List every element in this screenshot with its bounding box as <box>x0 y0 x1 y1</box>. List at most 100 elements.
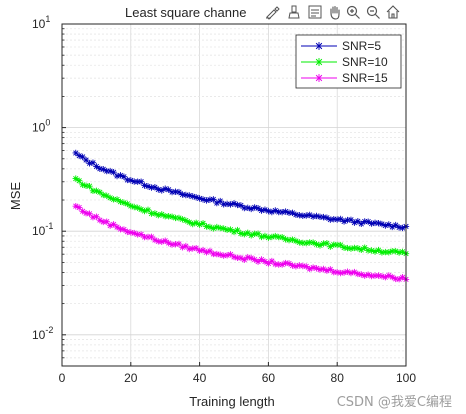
x-tick-label: 100 <box>396 371 416 385</box>
data-point <box>165 186 172 193</box>
data-point <box>378 249 386 256</box>
data-point <box>106 194 114 202</box>
data-point <box>76 152 83 159</box>
data-point <box>368 220 375 227</box>
annotate-icon[interactable] <box>265 5 280 20</box>
data-point <box>165 239 172 247</box>
data-point <box>179 244 186 251</box>
series-layer <box>72 149 410 283</box>
data-point <box>382 274 389 281</box>
data-point <box>137 231 145 238</box>
data-point <box>382 222 389 229</box>
data-point <box>368 247 375 254</box>
data-point <box>158 238 165 245</box>
data-point <box>189 245 196 252</box>
data-point <box>285 236 293 244</box>
data-point <box>392 275 399 283</box>
data-point <box>351 268 358 276</box>
data-point <box>303 263 310 270</box>
data-point <box>244 229 251 237</box>
data-point <box>96 165 104 172</box>
data-point <box>358 271 365 278</box>
data-point <box>213 199 220 207</box>
data-point <box>313 241 320 248</box>
data-point <box>137 206 145 213</box>
data-point <box>199 220 207 227</box>
data-point <box>272 207 279 214</box>
data-point <box>320 240 327 247</box>
data-point <box>258 207 265 214</box>
data-point <box>261 206 269 213</box>
data-point <box>334 269 341 276</box>
y-axis-label: MSE <box>8 182 23 211</box>
data-point <box>292 263 300 270</box>
data-point <box>272 260 279 268</box>
brush-icon[interactable] <box>287 5 301 19</box>
data-point <box>120 226 128 233</box>
data-point <box>296 239 303 246</box>
data-point <box>96 216 104 224</box>
data-point <box>106 222 114 229</box>
data-point <box>199 196 207 203</box>
data-point <box>241 230 248 238</box>
data-point <box>79 153 86 161</box>
x-tick-label: 60 <box>262 371 276 385</box>
data-point <box>155 238 162 245</box>
data-point <box>220 225 227 232</box>
data-point <box>316 213 324 221</box>
data-point <box>124 228 131 235</box>
zoom-out-icon[interactable] <box>366 5 380 19</box>
datatip-icon[interactable] <box>308 5 322 19</box>
data-point <box>82 182 90 190</box>
data-point <box>189 193 196 200</box>
data-point <box>364 218 372 225</box>
data-point <box>303 212 310 219</box>
data-point <box>182 242 190 250</box>
data-point <box>192 194 200 201</box>
data-point <box>316 266 324 273</box>
data-point <box>186 192 193 199</box>
data-point <box>347 269 355 277</box>
data-point <box>306 239 313 246</box>
data-point <box>213 223 220 231</box>
data-point <box>244 204 251 212</box>
data-point <box>392 247 399 255</box>
data-point <box>275 233 282 241</box>
data-point <box>124 200 131 208</box>
data-point <box>361 244 368 251</box>
data-point <box>385 249 392 256</box>
data-point <box>162 185 169 192</box>
data-point <box>220 201 227 208</box>
data-point <box>110 196 117 203</box>
data-point <box>186 245 193 253</box>
data-point <box>282 236 289 243</box>
home-icon[interactable] <box>386 5 400 19</box>
data-point <box>251 256 258 263</box>
data-point <box>334 241 341 249</box>
zoom-in-icon[interactable] <box>346 5 360 19</box>
data-point <box>120 173 128 180</box>
data-point <box>248 232 255 239</box>
data-point <box>155 186 162 193</box>
data-point <box>330 215 337 223</box>
x-axis-label: Training length <box>189 394 275 409</box>
data-point <box>354 270 362 278</box>
data-point <box>306 265 313 273</box>
data-point <box>89 214 97 221</box>
data-point <box>375 272 382 279</box>
data-point <box>117 198 124 205</box>
data-point <box>162 212 169 220</box>
data-point <box>358 220 365 228</box>
data-point <box>117 225 124 233</box>
data-point <box>220 252 227 259</box>
data-point <box>141 207 148 215</box>
data-point <box>340 244 348 251</box>
data-point <box>151 210 159 217</box>
data-point <box>223 226 231 234</box>
data-point <box>385 221 392 228</box>
pan-icon[interactable] <box>330 5 340 20</box>
y-tick-label: 101 <box>32 14 50 31</box>
data-point <box>237 202 245 209</box>
data-point <box>196 247 203 254</box>
x-tick-label: 40 <box>193 371 207 385</box>
